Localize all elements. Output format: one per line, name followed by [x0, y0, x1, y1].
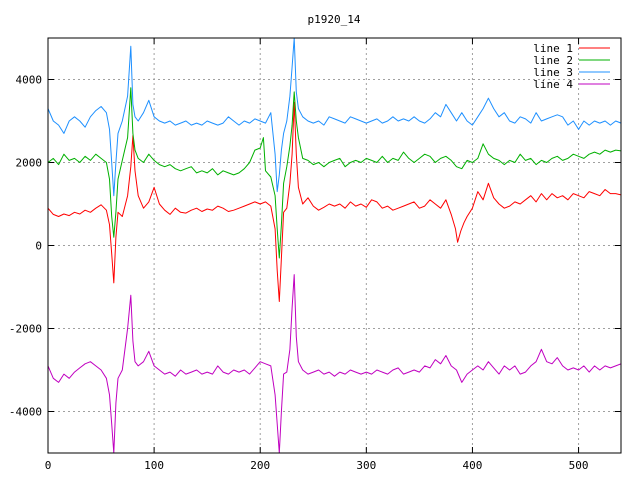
- legend-label: line 2: [533, 54, 573, 67]
- legend-label: line 4: [533, 78, 573, 91]
- x-tick-label: 400: [463, 459, 483, 472]
- axes: 0 100 200 300 400 500 -4000 -2000 0 2000 4000: [9, 38, 621, 472]
- y-tick-label: -4000: [9, 406, 42, 419]
- plot-frame: [47, 37, 622, 454]
- x-tick-label: 200: [250, 459, 270, 472]
- series-line-3: [48, 38, 621, 197]
- series-line-4: [48, 274, 621, 453]
- x-tick-label: 0: [45, 459, 52, 472]
- grid: [48, 38, 621, 453]
- series-line-1: [48, 101, 621, 302]
- x-tick-label: 500: [569, 459, 589, 472]
- y-tick-label: 2000: [16, 157, 43, 170]
- x-tick-label: 100: [144, 459, 164, 472]
- y-tick-label: 4000: [16, 74, 43, 87]
- series-line-2: [48, 87, 621, 259]
- series-lines: [48, 38, 621, 453]
- legend-label: line 1: [533, 42, 573, 55]
- y-tick-label: -2000: [9, 323, 42, 336]
- y-tick-label: 0: [35, 240, 42, 253]
- x-tick-label: 300: [356, 459, 376, 472]
- legend-label: line 3: [533, 66, 573, 79]
- chart-title: p1920_14: [308, 13, 361, 26]
